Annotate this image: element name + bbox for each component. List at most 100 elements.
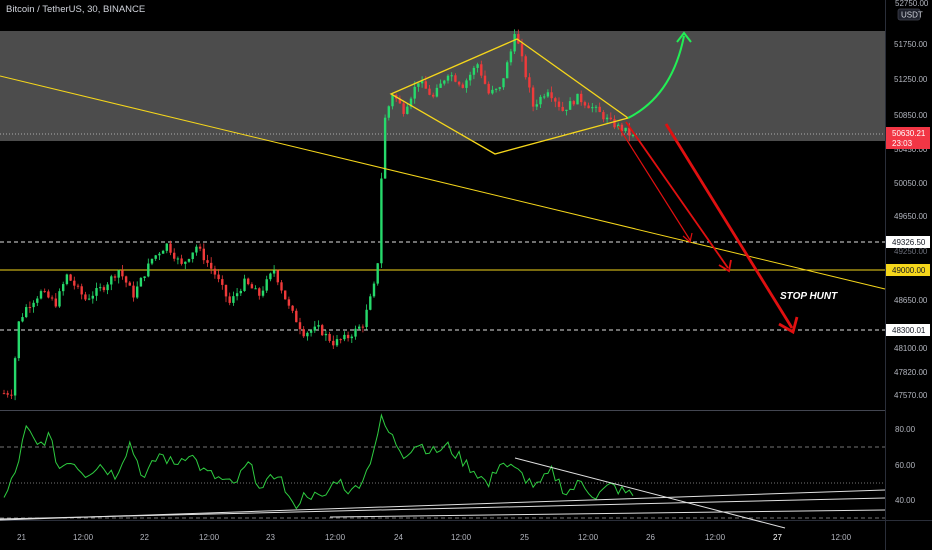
candle-body <box>321 325 324 336</box>
time-axis[interactable]: 21 12:00 22 12:00 23 12:00 24 12:00 25 1… <box>17 533 852 542</box>
price-axis-label: 49650.00 <box>894 212 928 221</box>
candle-body <box>528 77 531 88</box>
candle-body <box>295 310 298 323</box>
candle-body <box>306 332 309 337</box>
price-axis-label: 48650.00 <box>894 296 928 305</box>
time-axis-label: 27 <box>773 533 782 542</box>
descending-trendline[interactable] <box>0 75 886 290</box>
bearish-arrow-3[interactable] <box>664 123 794 329</box>
candle-body <box>65 274 69 285</box>
candle-body <box>224 284 228 297</box>
candle-body <box>102 287 106 291</box>
candle-body <box>568 101 572 110</box>
candle-body <box>472 67 476 75</box>
candle-body <box>446 75 450 81</box>
currency-badge-box[interactable] <box>897 8 921 21</box>
candle-body <box>531 87 535 107</box>
price-axis[interactable]: 52750.00 USDT 51750.00 51250.00 50850.00… <box>886 0 930 505</box>
candle-body <box>376 263 379 284</box>
candle-body <box>287 299 291 306</box>
level-tag-48300[interactable] <box>886 324 930 336</box>
price-axis-label: 51750.00 <box>894 40 928 49</box>
time-axis-label: 22 <box>140 533 149 542</box>
candle-body <box>494 88 498 90</box>
candle-body <box>87 298 91 300</box>
candle-body <box>324 333 328 336</box>
candle-body <box>250 284 254 289</box>
price-axis-label: 47820.00 <box>894 368 928 377</box>
symbol-title[interactable]: Bitcoin / TetherUS, 30, BINANCE <box>6 4 146 15</box>
candle-body <box>350 336 353 339</box>
rsi-trendline-2[interactable] <box>0 497 886 520</box>
time-axis-label: 23 <box>266 533 275 542</box>
candle-body <box>95 288 98 296</box>
currency-badge: USDT <box>901 11 923 20</box>
candle-body <box>43 291 46 293</box>
candle-body <box>480 64 483 76</box>
candle-body <box>402 103 405 114</box>
candle-body <box>406 106 409 114</box>
rsi-trendline-3[interactable] <box>329 509 886 518</box>
price-axis-label: 50450.00 <box>894 145 928 154</box>
candle-body <box>506 62 509 79</box>
candle-body <box>21 317 24 322</box>
bullish-arrow[interactable] <box>627 35 685 119</box>
time-axis-label: 24 <box>394 533 403 542</box>
candle-body <box>298 322 302 330</box>
candle-body <box>409 98 413 107</box>
candle-body <box>520 43 524 57</box>
stop-hunt-label: STOP HUNT <box>780 291 838 302</box>
time-axis-label: 12:00 <box>578 533 599 542</box>
level-tag-49000[interactable] <box>886 264 930 276</box>
rsi-axis-label: 40.00 <box>895 496 916 505</box>
current-price-tag[interactable] <box>886 127 930 149</box>
candle-body <box>428 88 431 95</box>
current-price-countdown: 23:03 <box>892 139 913 148</box>
candle-body <box>535 104 538 107</box>
candle-body <box>372 283 376 297</box>
candle-body <box>354 328 357 337</box>
candle-body <box>221 279 224 285</box>
candle-body <box>609 117 612 120</box>
candle-body <box>25 307 28 318</box>
candle-body <box>465 80 468 88</box>
candle-body <box>420 81 424 84</box>
bearish-arrow-1[interactable] <box>617 125 691 241</box>
candle-body <box>605 117 609 120</box>
candle-body <box>328 333 331 341</box>
candle-body <box>483 75 487 84</box>
time-axis-label: 12:00 <box>831 533 852 542</box>
candle-body <box>228 296 231 303</box>
candle-body <box>594 106 598 108</box>
rsi-trendline-down[interactable] <box>514 457 786 529</box>
price-axis-label: 50050.00 <box>894 179 928 188</box>
bearish-arrow-2[interactable] <box>625 121 729 269</box>
candle-body <box>546 92 550 97</box>
level-tag-49326[interactable] <box>886 236 930 248</box>
candle-body <box>39 291 43 299</box>
rsi-axis-label: 80.00 <box>895 425 916 434</box>
candle-body <box>380 178 383 264</box>
level-tag-49000-label: 49000.00 <box>892 266 926 275</box>
candle-body <box>117 270 120 278</box>
bearish-arrow-1-head <box>682 232 693 244</box>
bearish-arrow-2-head <box>718 259 732 273</box>
candle-body <box>147 263 150 277</box>
candle-body <box>391 94 394 107</box>
candle-body <box>339 339 342 341</box>
time-axis-label: 25 <box>520 533 529 542</box>
level-tag-49326-label: 49326.50 <box>892 238 926 247</box>
candle-body <box>550 92 553 99</box>
candle-body <box>591 107 594 109</box>
candle-body <box>165 243 168 251</box>
candle-body <box>417 83 420 87</box>
candle-body <box>76 285 80 287</box>
candle-body <box>180 258 183 264</box>
candle-body <box>432 94 435 97</box>
candle-body <box>247 278 250 285</box>
candle-body <box>565 109 568 111</box>
candle-body <box>261 290 265 296</box>
candle-body <box>517 34 520 44</box>
candle-body <box>217 274 220 280</box>
